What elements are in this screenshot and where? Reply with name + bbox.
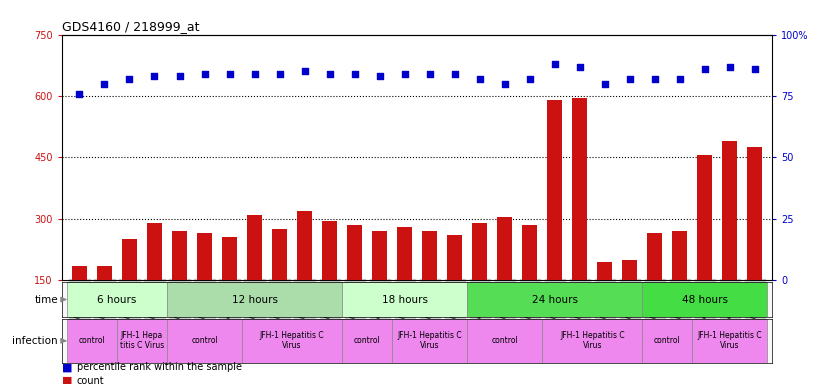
Text: control: control <box>354 336 381 345</box>
Text: 24 hours: 24 hours <box>532 295 577 305</box>
Text: 6 hours: 6 hours <box>97 295 136 305</box>
Point <box>148 73 161 79</box>
Bar <box>497 217 512 280</box>
Point <box>623 76 636 82</box>
Bar <box>472 223 487 280</box>
Bar <box>222 237 237 280</box>
Point <box>498 81 511 87</box>
Bar <box>672 231 687 280</box>
Point <box>73 91 86 97</box>
Point <box>523 76 536 82</box>
Point <box>97 81 111 87</box>
Bar <box>722 141 738 280</box>
Point <box>223 71 236 77</box>
Bar <box>297 211 312 280</box>
Text: GDS4160 / 218999_at: GDS4160 / 218999_at <box>62 20 199 33</box>
Bar <box>392 319 468 363</box>
Point <box>373 73 387 79</box>
Bar <box>648 233 662 280</box>
Bar <box>372 231 387 280</box>
Point <box>198 71 211 77</box>
Bar <box>167 319 242 363</box>
Bar <box>247 215 262 280</box>
Bar <box>468 282 643 317</box>
Bar <box>342 319 392 363</box>
Point <box>173 73 186 79</box>
Point <box>748 66 762 72</box>
Bar <box>692 319 767 363</box>
Point <box>123 76 136 82</box>
Point <box>348 71 361 77</box>
Text: time: time <box>34 295 58 305</box>
Text: JFH-1 Hepatitis C
Virus: JFH-1 Hepatitis C Virus <box>397 331 462 351</box>
Point <box>473 76 487 82</box>
Bar <box>643 282 767 317</box>
Text: ■: ■ <box>62 362 73 372</box>
Text: percentile rank within the sample: percentile rank within the sample <box>77 362 242 372</box>
Point <box>698 66 711 72</box>
Point <box>398 71 411 77</box>
Point <box>323 71 336 77</box>
Bar <box>748 147 762 280</box>
Point <box>598 81 611 87</box>
Point <box>248 71 261 77</box>
Bar <box>522 225 537 280</box>
Text: control: control <box>654 336 681 345</box>
Text: control: control <box>78 336 106 345</box>
Point <box>298 68 311 74</box>
Text: JFH-1 Hepatitis C
Virus: JFH-1 Hepatitis C Virus <box>560 331 624 351</box>
Text: infection: infection <box>12 336 58 346</box>
Text: JFH-1 Hepatitis C
Virus: JFH-1 Hepatitis C Virus <box>259 331 325 351</box>
Bar <box>72 266 87 280</box>
Bar <box>643 319 692 363</box>
Bar <box>468 319 542 363</box>
Point <box>573 63 586 70</box>
Bar <box>167 282 342 317</box>
Text: 18 hours: 18 hours <box>382 295 428 305</box>
Text: control: control <box>491 336 518 345</box>
Bar <box>347 225 362 280</box>
Text: 12 hours: 12 hours <box>231 295 278 305</box>
Point <box>423 71 436 77</box>
Point <box>548 61 562 67</box>
Text: 48 hours: 48 hours <box>681 295 728 305</box>
Bar <box>547 100 563 280</box>
Bar <box>572 98 587 280</box>
Bar <box>122 239 137 280</box>
Bar <box>272 229 287 280</box>
Text: JFH-1 Hepa
titis C Virus: JFH-1 Hepa titis C Virus <box>120 331 164 351</box>
Bar <box>197 233 212 280</box>
Text: ■: ■ <box>62 376 73 384</box>
Bar <box>117 319 167 363</box>
Bar <box>172 231 187 280</box>
Point <box>273 71 286 77</box>
Bar <box>67 319 117 363</box>
Text: JFH-1 Hepatitis C
Virus: JFH-1 Hepatitis C Virus <box>697 331 762 351</box>
Text: count: count <box>77 376 104 384</box>
Bar <box>422 231 437 280</box>
Point <box>448 71 461 77</box>
Text: control: control <box>191 336 218 345</box>
Bar <box>542 319 643 363</box>
Bar <box>447 235 463 280</box>
Point <box>648 76 662 82</box>
Point <box>673 76 686 82</box>
Bar <box>322 221 337 280</box>
Bar <box>597 262 612 280</box>
Bar <box>342 282 468 317</box>
Point <box>724 63 737 70</box>
Bar <box>97 266 112 280</box>
Bar <box>697 156 712 280</box>
Bar <box>67 282 167 317</box>
Bar <box>397 227 412 280</box>
Bar <box>147 223 162 280</box>
Bar <box>622 260 637 280</box>
Bar <box>242 319 342 363</box>
